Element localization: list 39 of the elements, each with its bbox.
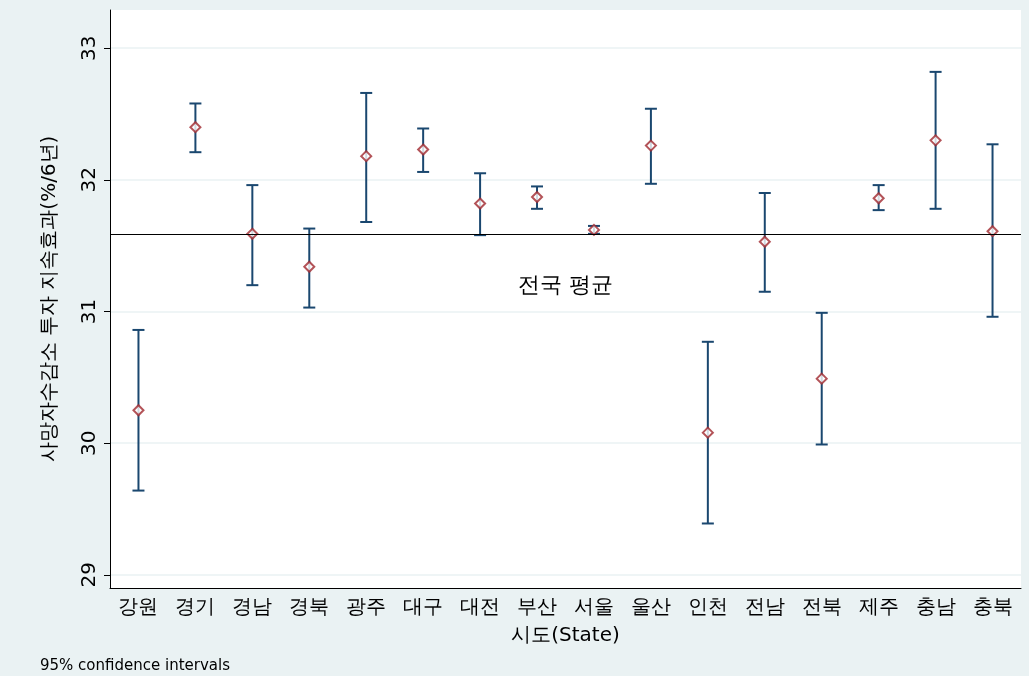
- y-tick-label: 29: [76, 562, 100, 588]
- x-tick-label: 충남: [915, 594, 956, 618]
- point: [929, 134, 942, 147]
- text: 95% confidence intervals: [40, 655, 231, 674]
- y-tick-label: 30: [76, 430, 100, 456]
- x-axis-title: 시도(State): [511, 622, 620, 646]
- x-tick-label: 인천: [687, 594, 728, 618]
- point: [815, 372, 828, 385]
- x-tick-label: 서울: [573, 594, 614, 618]
- x-tick-label: 대전: [460, 594, 501, 618]
- x-tick-label: 부산: [517, 594, 558, 618]
- x-tick-label: 충북: [972, 594, 1013, 618]
- point: [303, 260, 316, 273]
- point: [132, 404, 145, 417]
- x-tick-label: 제주: [858, 594, 899, 618]
- x-tick-label: 경남: [232, 594, 273, 618]
- point: [360, 150, 373, 163]
- point: [872, 192, 885, 205]
- y-tick-label: 32: [76, 167, 100, 193]
- x-tick-label: 대구: [403, 594, 444, 618]
- x-tick-label: 광주: [346, 594, 387, 618]
- x-tick-label: 전남: [744, 594, 785, 618]
- y-axis-title: 사망자수감소 투자 지속효과(%/6년): [36, 135, 60, 463]
- point: [986, 225, 999, 238]
- point: [644, 139, 657, 152]
- x-tick-label: 전북: [801, 594, 842, 618]
- point: [189, 121, 202, 134]
- y-tick-label: 33: [76, 35, 100, 61]
- ref-line-label: 전국 평균: [518, 272, 613, 298]
- point: [758, 235, 771, 248]
- point: [474, 197, 487, 210]
- x-tick-label: 경북: [289, 594, 330, 618]
- point: [701, 426, 714, 439]
- x-tick-label: 강원: [118, 594, 159, 618]
- y-tick-label: 31: [76, 298, 100, 325]
- point: [417, 143, 430, 156]
- x-tick-label: 울산: [630, 594, 671, 618]
- point: [531, 190, 544, 203]
- x-tick-label: 경기: [175, 594, 216, 618]
